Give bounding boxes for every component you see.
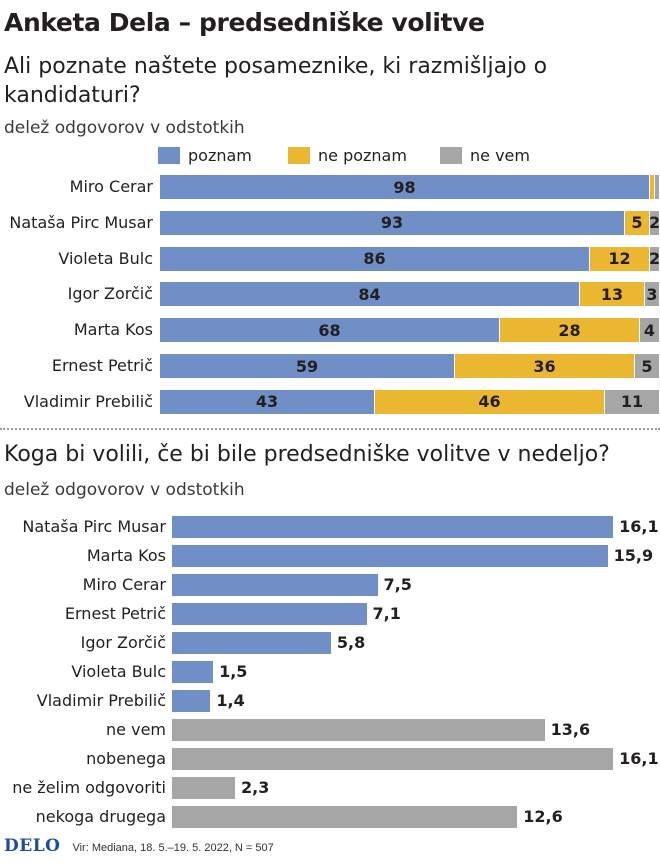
legend-item-poznam: poznam xyxy=(158,146,252,165)
data-label: 2,3 xyxy=(241,778,270,797)
bar xyxy=(172,574,378,596)
bar-segment-ne-poznam: 28 xyxy=(500,318,639,343)
category-label: ne vem xyxy=(106,720,166,739)
bar-segment-poznam: 98 xyxy=(160,175,649,199)
category-label: Ernest Petrič xyxy=(64,604,166,623)
bar xyxy=(172,516,614,538)
bar-segment-ne-poznam: 5 xyxy=(625,210,649,235)
bar-segment-ne-vem: 2 xyxy=(650,246,659,271)
bar-segment-ne-vem xyxy=(655,175,659,199)
legend-swatch-poznam xyxy=(158,147,180,164)
legend: poznam ne poznam ne vem xyxy=(158,146,658,168)
bar xyxy=(172,806,518,828)
legend-swatch-ne-poznam xyxy=(288,147,310,164)
data-label: 16,1 xyxy=(619,749,659,768)
data-label: 1,4 xyxy=(216,691,245,710)
bar-segment-ne-poznam: 12 xyxy=(590,246,649,271)
legend-label: poznam xyxy=(188,146,252,165)
data-label: 7,1 xyxy=(372,604,401,623)
bar-segment-ne-vem: 4 xyxy=(640,318,659,343)
legend-label: ne vem xyxy=(470,146,530,165)
data-label: 5,8 xyxy=(336,633,366,652)
bar-segment-ne-vem: 2 xyxy=(650,210,659,235)
legend-swatch-ne-vem xyxy=(440,147,462,164)
data-label: 15,9 xyxy=(613,546,654,565)
bar-segment-poznam: 86 xyxy=(160,246,589,271)
bar-segment-poznam: 59 xyxy=(160,354,454,378)
data-label: 12,6 xyxy=(523,807,563,826)
question-1: Ali poznate naštete posameznike, ki razm… xyxy=(4,54,548,108)
data-label: 13,6 xyxy=(550,720,591,739)
bar-segment-ne-poznam: 36 xyxy=(455,354,634,378)
category-label: Igor Zorčič xyxy=(67,284,153,304)
subtitle-1: delež odgovorov v odstotkih xyxy=(4,118,245,138)
divider xyxy=(0,428,660,430)
category-label: Vladimir Prebilič xyxy=(36,691,166,710)
category-label: nekoga drugega xyxy=(35,807,166,826)
chart-title: Anketa Dela – predsedniške volitve xyxy=(4,8,485,37)
bar-segment-poznam: 43 xyxy=(160,389,374,414)
subtitle-2: delež odgovorov v odstotkih xyxy=(4,480,245,500)
bar-segment-ne-vem: 11 xyxy=(605,389,659,414)
bar xyxy=(172,777,236,799)
category-label: Marta Kos xyxy=(86,546,166,565)
category-label: Nataša Pirc Musar xyxy=(22,517,166,536)
category-label: Violeta Bulc xyxy=(71,662,166,681)
legend-item-ne-vem: ne vem xyxy=(440,146,530,165)
category-label: Miro Cerar xyxy=(69,177,153,196)
legend-label: ne poznam xyxy=(318,146,407,165)
category-label: ne želim odgovoriti xyxy=(12,778,166,797)
bar-segment-ne-vem: 3 xyxy=(645,282,659,307)
bar xyxy=(172,719,545,741)
data-label: 1,5 xyxy=(219,662,248,681)
bar-segment-poznam: 93 xyxy=(160,210,624,235)
delo-logo: DELO xyxy=(4,836,61,856)
category-label: Nataša Pirc Musar xyxy=(9,212,153,232)
bar xyxy=(172,748,614,770)
bar xyxy=(172,661,214,683)
category-label: Vladimir Prebilič xyxy=(23,391,153,411)
category-label: Marta Kos xyxy=(73,320,153,340)
footer: DELO Vir: Mediana, 18. 5.–19. 5. 2022, N… xyxy=(4,836,274,856)
category-label: Violeta Bulc xyxy=(58,248,153,268)
bar-segment-poznam: 84 xyxy=(160,282,579,307)
data-label: 7,5 xyxy=(383,575,412,594)
category-label: Miro Cerar xyxy=(82,575,166,594)
legend-item-ne-poznam: ne poznam xyxy=(288,146,407,165)
question-2: Koga bi volili, če bi bile predsedniške … xyxy=(4,442,610,467)
bar xyxy=(172,632,331,654)
bar-segment-ne-poznam: 13 xyxy=(580,282,644,307)
category-label: Ernest Petrič xyxy=(51,356,153,375)
bar xyxy=(172,603,367,625)
bar xyxy=(172,690,211,712)
category-label: nobenega xyxy=(86,749,166,768)
bar-segment-ne-vem: 5 xyxy=(635,354,659,378)
source-note: Vir: Mediana, 18. 5.–19. 5. 2022, N = 50… xyxy=(72,842,274,854)
bar-segment-poznam: 68 xyxy=(160,318,499,343)
bar xyxy=(172,545,608,567)
data-label: 16,1 xyxy=(619,517,659,536)
bar-segment-ne-poznam: 46 xyxy=(375,389,604,414)
bar-segment-ne-poznam xyxy=(650,175,654,199)
category-label: Igor Zorčič xyxy=(80,633,166,652)
